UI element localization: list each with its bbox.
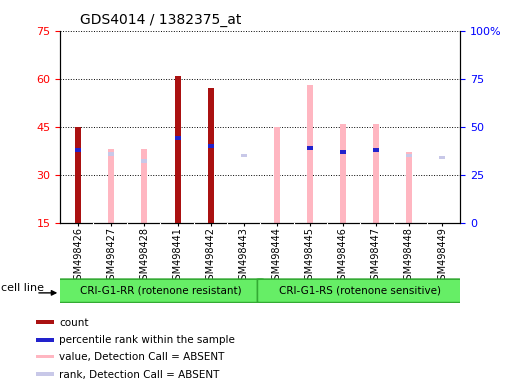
Text: rank, Detection Call = ABSENT: rank, Detection Call = ABSENT	[59, 370, 220, 380]
Bar	[36, 338, 54, 342]
Bar	[274, 127, 280, 223]
Bar	[307, 146, 313, 150]
Bar	[175, 76, 180, 223]
Text: percentile rank within the sample: percentile rank within the sample	[59, 335, 235, 345]
Bar	[142, 159, 147, 163]
Bar	[75, 148, 81, 152]
Bar	[406, 152, 412, 223]
Bar	[406, 154, 412, 157]
Bar	[208, 88, 213, 223]
Bar	[340, 150, 346, 154]
Bar	[108, 152, 115, 156]
Bar	[175, 136, 180, 140]
Bar	[36, 355, 54, 359]
Text: count: count	[59, 318, 88, 328]
Bar	[340, 124, 346, 223]
Bar	[241, 154, 247, 157]
Text: value, Detection Call = ABSENT: value, Detection Call = ABSENT	[59, 352, 224, 362]
FancyBboxPatch shape	[58, 279, 263, 303]
Bar	[373, 124, 379, 223]
Text: cell line: cell line	[1, 283, 44, 293]
Bar	[108, 149, 115, 223]
Bar	[307, 85, 313, 223]
Text: GDS4014 / 1382375_at: GDS4014 / 1382375_at	[80, 13, 242, 27]
Bar	[75, 127, 81, 223]
Text: CRI-G1-RR (rotenone resistant): CRI-G1-RR (rotenone resistant)	[79, 285, 242, 295]
FancyBboxPatch shape	[257, 279, 462, 303]
Bar	[36, 372, 54, 376]
Bar	[142, 149, 147, 223]
Bar	[208, 181, 213, 223]
Bar	[439, 156, 445, 159]
Text: CRI-G1-RS (rotenone sensitive): CRI-G1-RS (rotenone sensitive)	[279, 285, 441, 295]
Bar	[36, 320, 54, 324]
Bar	[208, 144, 213, 148]
Bar	[373, 148, 379, 152]
